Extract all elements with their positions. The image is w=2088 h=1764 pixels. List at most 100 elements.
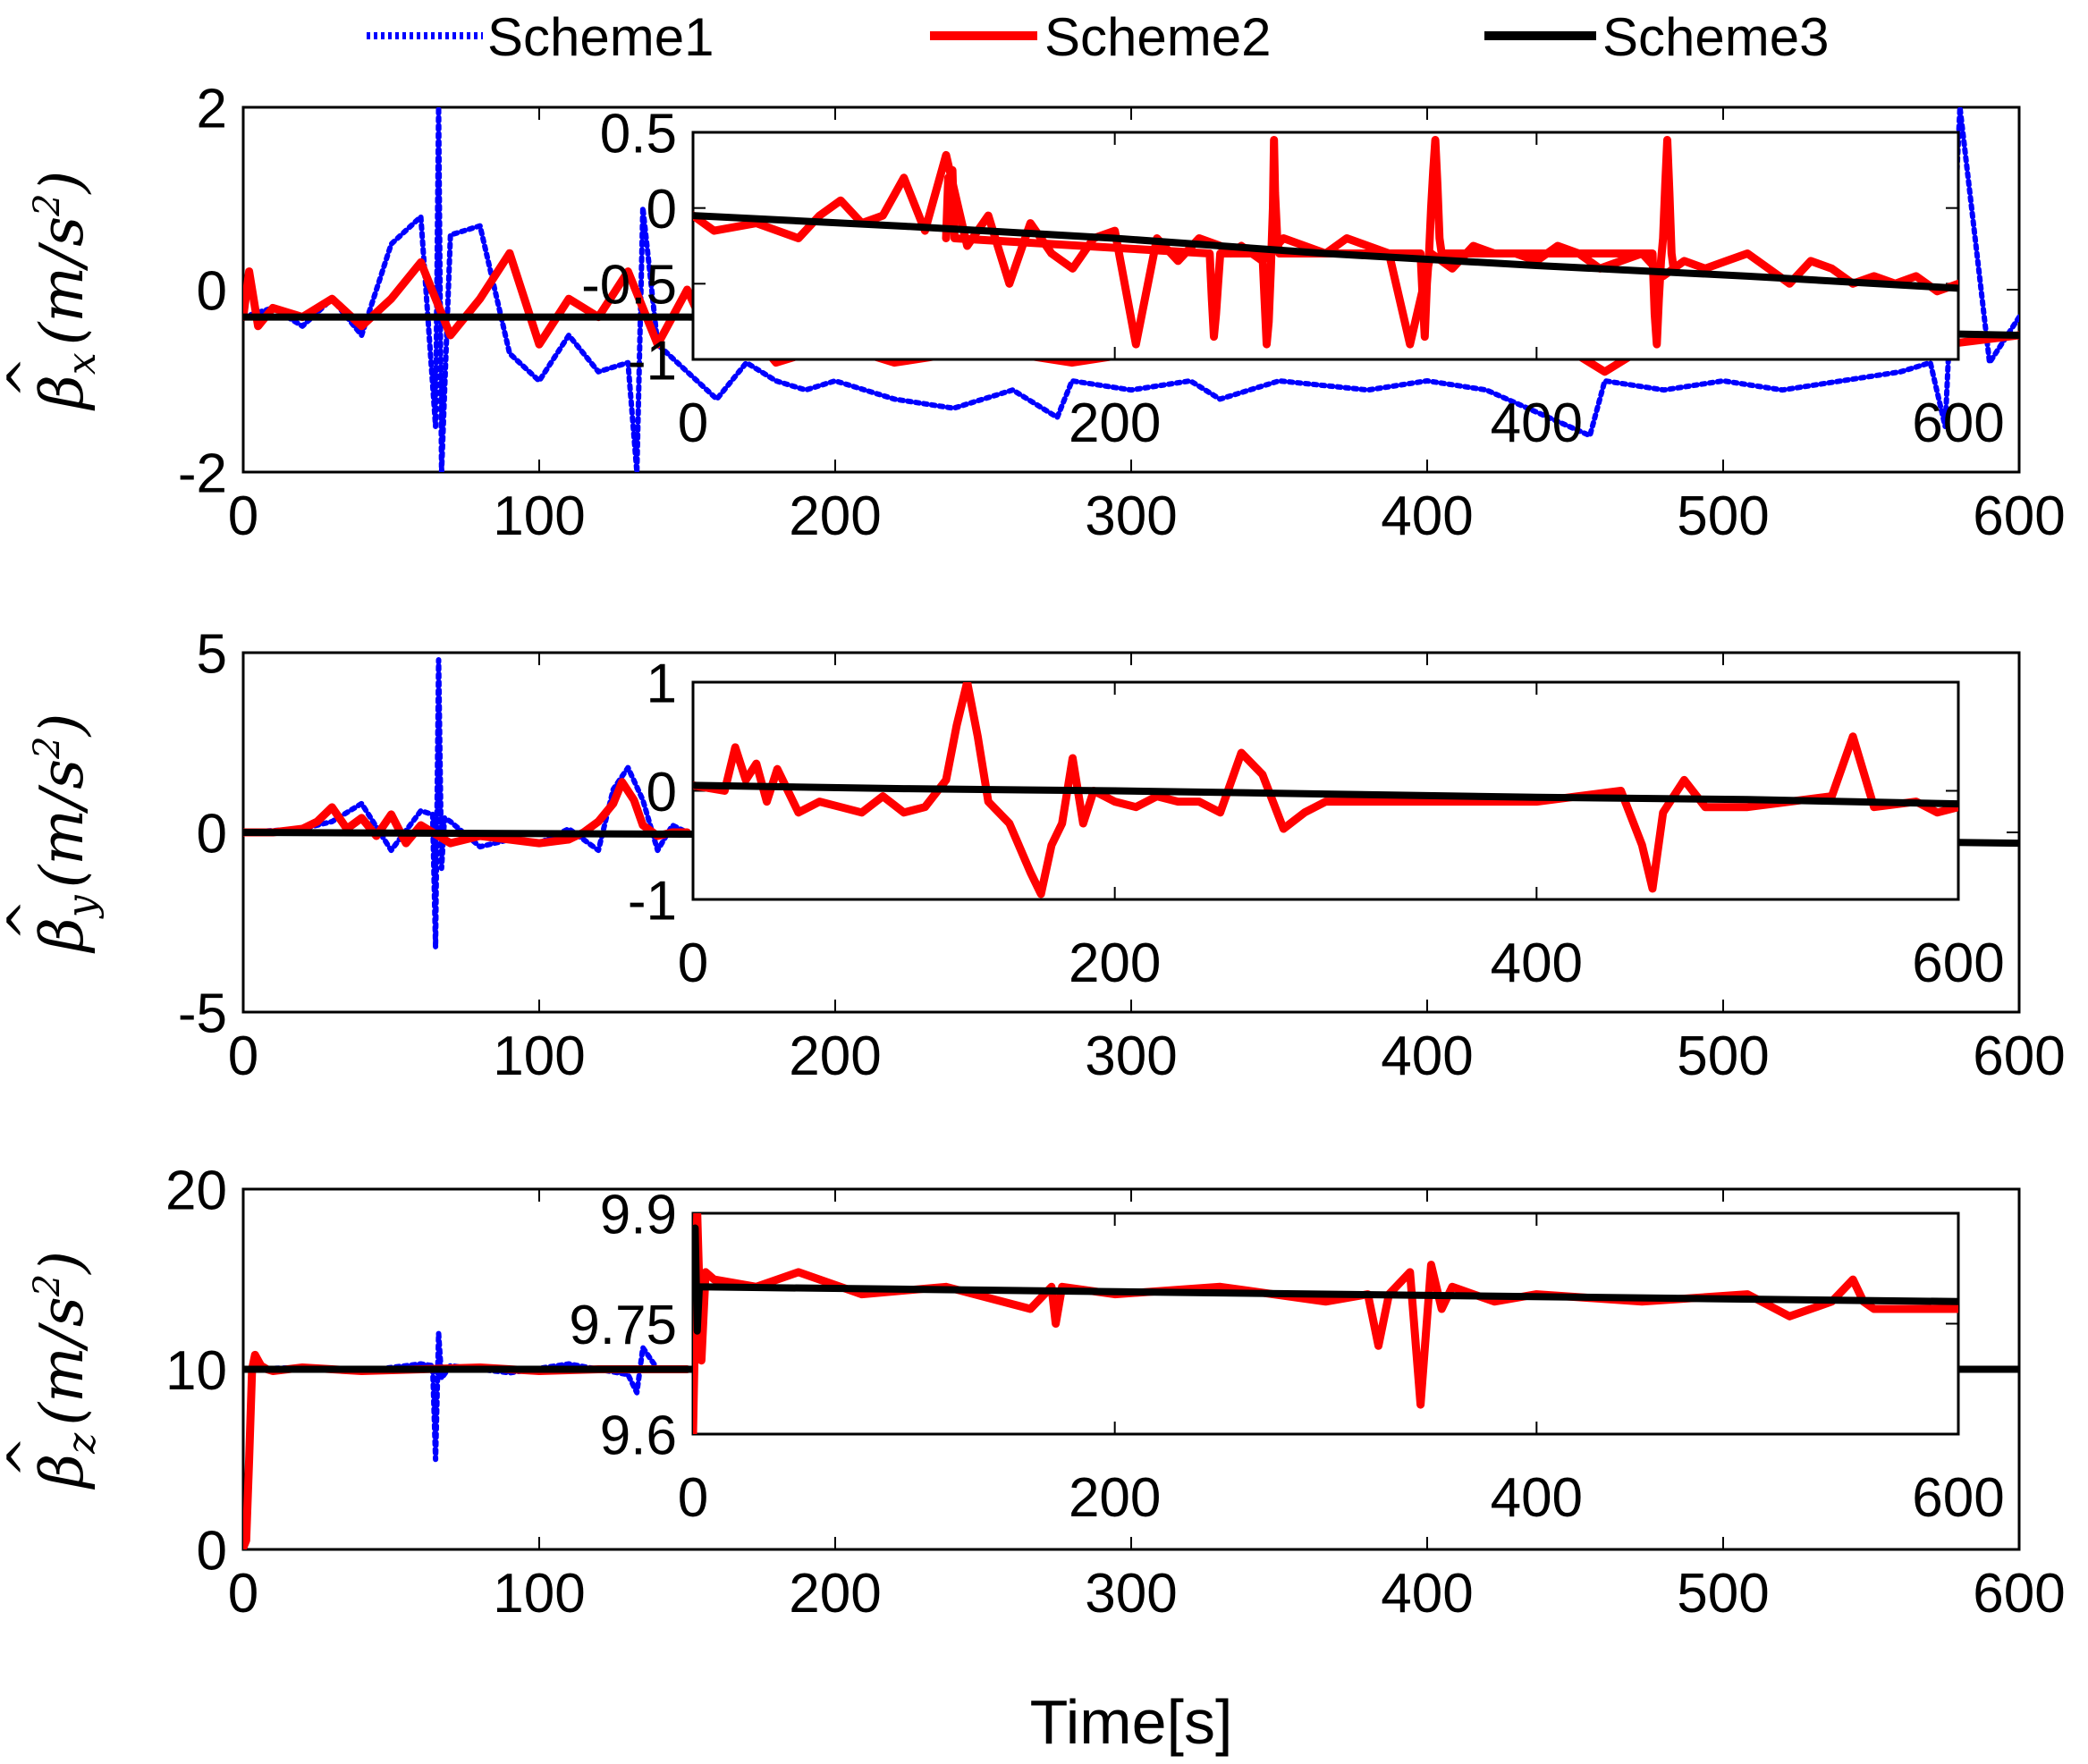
beta_z-inset-xtick-label: 0	[678, 1467, 708, 1529]
beta_y-inset-series-scheme3	[693, 781, 1958, 808]
beta_z-inset-frame	[691, 1211, 1960, 1436]
beta_x-inset-ytick-label: 0.5	[600, 103, 677, 165]
beta_z-inset-series-scheme3	[693, 1224, 1958, 1335]
beta_z-main-xtick-label: 0	[228, 1563, 258, 1625]
beta_z-ylabel-part: (m/s	[28, 1296, 97, 1425]
beta_y-ylabel-hat: ^	[0, 899, 55, 941]
beta_x-inset-series-scheme3	[693, 212, 1958, 292]
beta_y-ylabel-part: 2	[27, 736, 68, 759]
beta_x-ylabel-part: β	[28, 375, 97, 411]
beta_z-main-xtick-label: 300	[1085, 1563, 1177, 1625]
beta_y-main-xtick-label: 200	[789, 1025, 881, 1087]
beta_x-inset-ytick-label: 0	[647, 179, 677, 241]
beta_y-main-ytick-label: -5	[178, 983, 227, 1044]
beta_x-main-xtick-label: 100	[493, 485, 585, 547]
beta_y-inset-ytick-label: -1	[628, 870, 677, 932]
legend-entry-scheme3: Scheme3	[1484, 7, 1829, 67]
beta_y-ylabel-part: β	[28, 917, 97, 954]
beta_z-inset-ytick-label: 9.75	[569, 1295, 677, 1356]
beta_y-ylabel-part: )	[28, 713, 97, 739]
beta_y-main-xtick-label: 500	[1677, 1025, 1769, 1087]
beta_y-main-xtick-label: 0	[228, 1025, 258, 1087]
beta_x-inset-frame	[691, 131, 1960, 361]
beta_x-main-series-scheme1	[243, 107, 2019, 472]
beta_x-inset-series-scheme2	[693, 150, 1958, 349]
beta_y-inset-ytick-label: 1	[647, 653, 677, 714]
beta_x-main-xtick-label: 600	[1973, 485, 2065, 547]
beta_x-inset-xtick-label: 600	[1912, 392, 2004, 454]
beta_z-inset-ytick-label: 9.9	[600, 1184, 677, 1245]
beta_x-inset-ytick-label: -1	[628, 330, 677, 392]
legend-label-scheme2: Scheme2	[1044, 7, 1271, 67]
beta_y-inset-xtick-label: 0	[678, 933, 708, 994]
beta_z-ylabel-part: 2	[27, 1274, 68, 1297]
beta_x-ylabel-part: (m/s	[28, 216, 97, 345]
beta_x-main-ytick-label: 2	[197, 78, 227, 139]
beta_y-main-ytick-label: 0	[197, 803, 227, 865]
beta_z-inset-series-group	[693, 1213, 1958, 1434]
beta_x-inset-series-group	[693, 136, 1958, 349]
x-axis-label: Time[s]	[1030, 1687, 1233, 1757]
beta_y-inset-xtick-label: 600	[1912, 933, 2004, 994]
beta_x-inset-xtick-label: 200	[1069, 392, 1161, 454]
beta_y-inset-ytick-label: 0	[647, 762, 677, 823]
beta_y-inset-xtick-label: 400	[1491, 933, 1583, 994]
beta_z-inset-xtick-label: 200	[1069, 1467, 1161, 1529]
beta_x-ylabel-part: )	[28, 171, 97, 196]
beta_x-inset: 0 200 400 600 0.5 0 -0.5 -1	[581, 103, 2005, 454]
beta_z-main-xtick-label: 200	[789, 1563, 881, 1625]
beta_x-ylabel-part: 2	[27, 193, 68, 216]
beta_y-main-xtick-label: 300	[1085, 1025, 1177, 1087]
beta_x-main-ytick-label: 0	[197, 260, 227, 322]
beta_x-main-xtick-label: 400	[1381, 485, 1473, 547]
beta_x-main-xtick-label: 0	[228, 485, 258, 547]
beta_z-inset: 0 200 400 600 9.9 9.75 9.6	[569, 1184, 2004, 1529]
beta_x-ylabel: βx (m/s2)	[27, 171, 105, 412]
beta_x-ylabel-part: x	[59, 352, 105, 375]
beta_y-main-xtick-label: 100	[493, 1025, 585, 1087]
beta_z-ylabel: βz (m/s2)	[27, 1251, 105, 1490]
beta_z-main-ytick-label: 20	[165, 1160, 227, 1221]
beta_x-inset-ytick-label: -0.5	[581, 255, 677, 317]
beta_x-inset-series-scheme2-spikes	[942, 136, 1678, 349]
beta_z-main-xtick-label: 100	[493, 1563, 585, 1625]
legend-entry-scheme2: Scheme2	[930, 7, 1271, 67]
beta_x-main-xtick-label: 300	[1085, 485, 1177, 547]
beta_y-inset-xtick-label: 200	[1069, 933, 1161, 994]
beta_z-main-xtick-label: 500	[1677, 1563, 1769, 1625]
beta_z-main-ytick-label: 0	[197, 1520, 227, 1582]
beta_x-inset-xtick-label: 0	[678, 392, 708, 454]
beta_x-inset-xtick-label: 400	[1491, 392, 1583, 454]
beta_z-main-xtick-label: 400	[1381, 1563, 1473, 1625]
beta_y-main-xtick-label: 400	[1381, 1025, 1473, 1087]
beta_z-inset-ytick-label: 9.6	[600, 1405, 677, 1466]
beta_z-inset-series-scheme2	[693, 1213, 1958, 1434]
beta_y-inset-series-group	[693, 682, 1958, 899]
beta_z-inset-xtick-label: 600	[1912, 1467, 2004, 1529]
legend: Scheme1 Scheme2 Scheme3	[367, 7, 1829, 67]
beta_x-main-ytick-label: -2	[178, 443, 227, 504]
beta_x-main-xtick-label: 500	[1677, 485, 1769, 547]
beta_z-inset-xtick-label: 400	[1491, 1467, 1583, 1529]
beta_y-main-ytick-label: 5	[197, 623, 227, 685]
beta_y-ylabel: βy (m/s2)	[27, 713, 105, 955]
legend-label-scheme3: Scheme3	[1602, 7, 1829, 67]
beta_z-ylabel-hat: ^	[0, 1436, 55, 1478]
legend-label-scheme1: Scheme1	[487, 7, 714, 67]
beta_z-main-ytick-label: 10	[165, 1340, 227, 1402]
beta_z-ylabel-part: )	[28, 1251, 97, 1276]
beta_x-ylabel-hat: ^	[0, 357, 55, 399]
beta_y-ylabel-part: (m/s	[28, 759, 97, 888]
beta_y-ylabel-part: y	[59, 894, 105, 919]
legend-entry-scheme1: Scheme1	[367, 7, 714, 67]
beta_x-main-xtick-label: 200	[789, 485, 881, 547]
beta_z-main-xtick-label: 600	[1973, 1563, 2065, 1625]
beta_z-ylabel-part: β	[28, 1454, 97, 1490]
beta_z-ylabel-part: z	[59, 1432, 105, 1455]
beta_y-main-xtick-label: 600	[1973, 1025, 2065, 1087]
